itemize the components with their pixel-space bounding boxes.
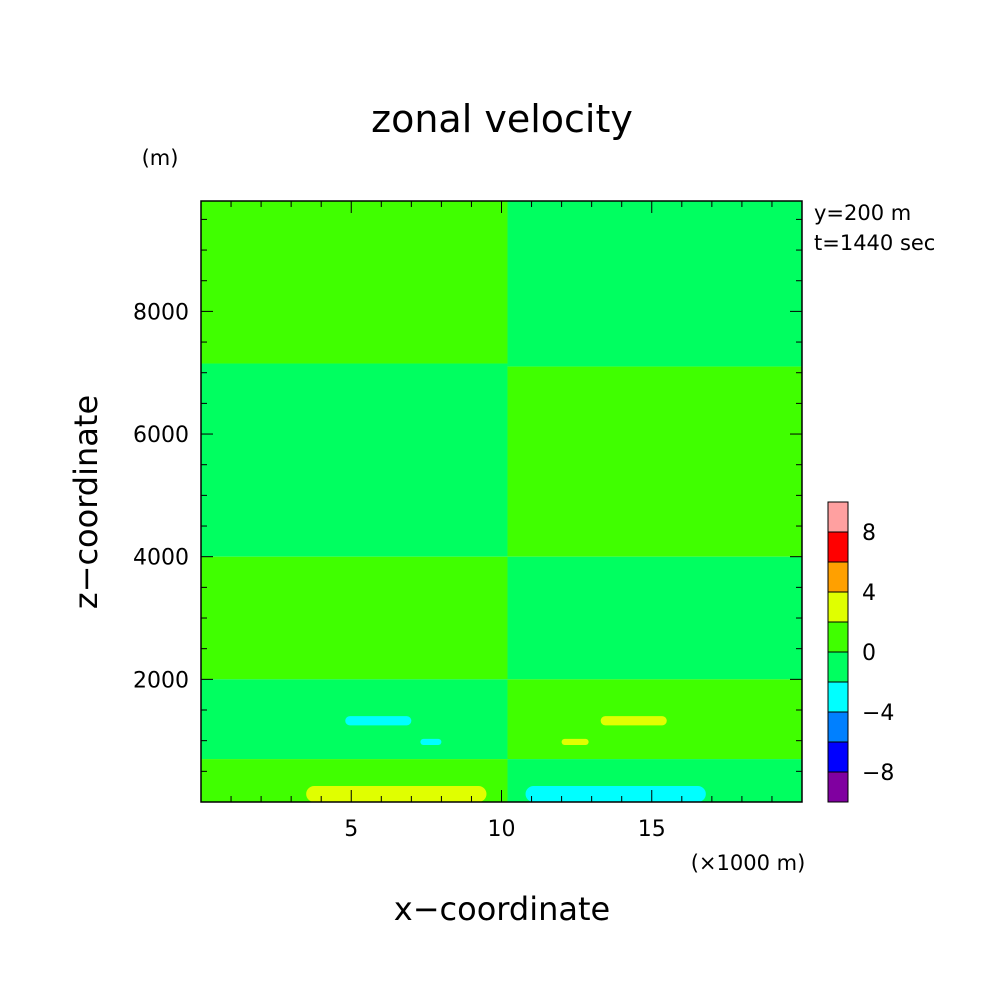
colorbar-tick-label: 8 xyxy=(862,521,876,546)
x-axis-title: x−coordinate xyxy=(394,890,610,928)
contour-region-12 xyxy=(345,716,412,726)
y-tick-label: 8000 xyxy=(133,300,189,325)
colorbar-tick-label: −4 xyxy=(862,701,894,726)
colorbar-legend: −8 −4 0 4 8 xyxy=(827,501,894,803)
colorbar-swatch xyxy=(827,711,849,743)
contour-region-14 xyxy=(561,738,589,745)
contour-region-2 xyxy=(201,363,508,557)
y-axis-ticks: 2000 4000 6000 8000 xyxy=(133,218,802,772)
colorbar-swatch xyxy=(827,591,849,623)
colorbar-swatch xyxy=(827,561,849,593)
contour-region-13 xyxy=(420,738,442,745)
contour-fills xyxy=(201,201,802,802)
colorbar-swatch xyxy=(827,771,849,803)
x-axis-ticks: 5 10 15 xyxy=(200,201,803,842)
colorbar-tick-label: 0 xyxy=(862,641,876,666)
chart-title: zonal velocity xyxy=(371,97,633,141)
contour-region-0 xyxy=(201,201,508,364)
y-axis-title: z−coordinate xyxy=(67,395,105,609)
annotation-t: t=1440 sec xyxy=(814,231,935,255)
contour-region-4 xyxy=(201,556,508,680)
colorbar-tick-label: 4 xyxy=(862,581,876,606)
colorbar-tick-label: −8 xyxy=(862,761,894,786)
colorbar-swatch xyxy=(827,501,849,533)
y-tick-label: 4000 xyxy=(133,546,189,571)
contour-region-3 xyxy=(507,366,802,557)
x-tick-label: 10 xyxy=(488,817,516,842)
colorbar-swatch xyxy=(827,531,849,563)
x-tick-label: 15 xyxy=(638,817,666,842)
annotation-y: y=200 m xyxy=(814,201,911,225)
y-unit-label: (m) xyxy=(142,146,179,170)
contour-region-15 xyxy=(600,716,667,726)
y-tick-label: 2000 xyxy=(133,668,189,693)
contour-region-1 xyxy=(507,201,802,367)
x-tick-label: 5 xyxy=(344,817,358,842)
contour-region-11 xyxy=(525,786,706,802)
colorbar-swatch xyxy=(827,681,849,713)
x-unit-label: (×1000 m) xyxy=(691,851,806,875)
contour-region-5 xyxy=(507,556,802,680)
contour-region-10 xyxy=(306,786,487,802)
y-tick-label: 6000 xyxy=(133,423,189,448)
colorbar-swatch xyxy=(827,651,849,683)
colorbar-swatch xyxy=(827,621,849,653)
colorbar-swatch xyxy=(827,741,849,773)
